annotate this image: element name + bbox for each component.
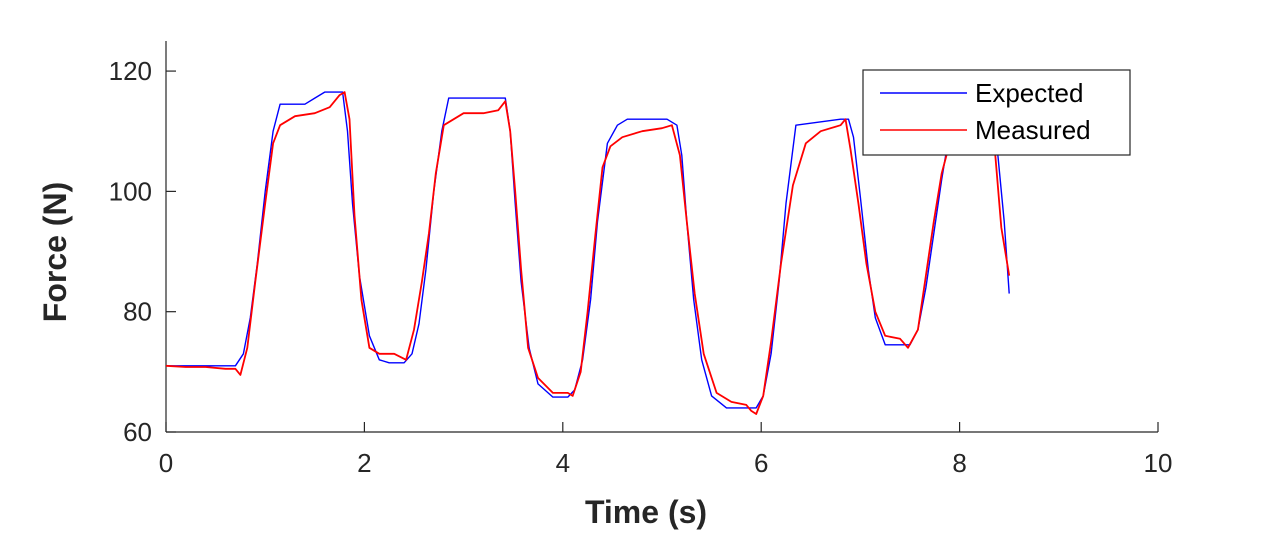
series-lines bbox=[165, 70, 1011, 415]
y-tick-label: 120 bbox=[109, 56, 152, 86]
y-tick-label: 80 bbox=[123, 297, 152, 327]
y-axis-title: Force (N) bbox=[37, 182, 73, 322]
x-tick-label: 2 bbox=[357, 448, 371, 478]
legend-box bbox=[862, 69, 1131, 156]
legend: Expected Measured bbox=[862, 69, 1131, 156]
series-line-measured bbox=[165, 82, 1011, 415]
x-tick-label: 6 bbox=[754, 448, 768, 478]
y-tick-label: 100 bbox=[109, 176, 152, 206]
y-tick-label: 60 bbox=[123, 417, 152, 447]
x-tick-label: 10 bbox=[1144, 448, 1173, 478]
x-tick-label: 0 bbox=[159, 448, 173, 478]
legend-label-measured: Measured bbox=[975, 115, 1091, 145]
x-tick-label: 8 bbox=[952, 448, 966, 478]
axes: 0 2 4 6 8 10 60 80 100 120 bbox=[109, 41, 1173, 478]
x-axis-title: Time (s) bbox=[585, 494, 707, 530]
x-tick-label: 4 bbox=[556, 448, 570, 478]
legend-label-expected: Expected bbox=[975, 78, 1083, 108]
